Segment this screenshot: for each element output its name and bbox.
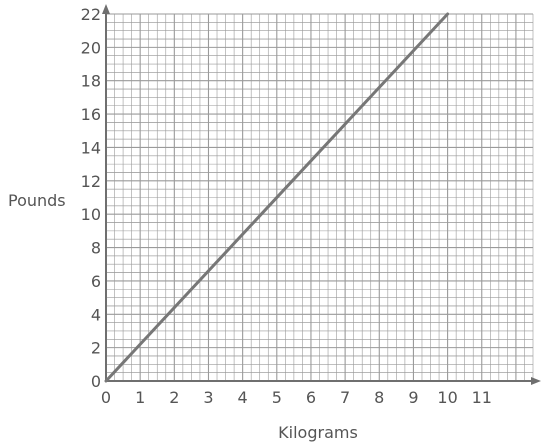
y-tick-label: 4 bbox=[91, 305, 101, 324]
x-tick-label: 8 bbox=[374, 388, 384, 407]
y-tick-label: 8 bbox=[91, 239, 101, 258]
axes bbox=[102, 4, 541, 385]
x-tick-label: 9 bbox=[408, 388, 418, 407]
x-tick-label: 6 bbox=[306, 388, 316, 407]
x-tick-label: 7 bbox=[340, 388, 350, 407]
y-axis-arrow bbox=[102, 4, 110, 14]
x-axis-title: Kilograms bbox=[278, 423, 358, 442]
x-axis-arrow bbox=[531, 377, 541, 385]
x-tick-labels: 0 1 2 3 4 5 6 7 8 9 10 11 bbox=[101, 388, 492, 407]
x-tick-label: 4 bbox=[238, 388, 248, 407]
x-tick-label: 3 bbox=[203, 388, 213, 407]
x-tick-label: 1 bbox=[135, 388, 145, 407]
x-tick-label: 10 bbox=[437, 388, 457, 407]
y-tick-label: 14 bbox=[81, 138, 101, 157]
y-tick-label: 2 bbox=[91, 339, 101, 358]
series-layer bbox=[104, 12, 450, 383]
y-tick-label: 12 bbox=[81, 172, 101, 191]
x-tick-label: 11 bbox=[472, 388, 492, 407]
y-tick-label: 18 bbox=[81, 72, 101, 91]
x-tick-label: 5 bbox=[272, 388, 282, 407]
x-tick-label: 2 bbox=[169, 388, 179, 407]
y-tick-labels: 0 2 4 6 8 10 12 14 16 18 20 22 bbox=[81, 5, 101, 391]
y-tick-label: 6 bbox=[91, 272, 101, 291]
y-tick-label: 10 bbox=[81, 205, 101, 224]
grid bbox=[106, 13, 534, 381]
y-tick-label: 22 bbox=[81, 5, 101, 24]
x-tick-label: 0 bbox=[101, 388, 111, 407]
y-tick-label: 16 bbox=[81, 105, 101, 124]
y-tick-label: 20 bbox=[81, 38, 101, 57]
y-axis-title: Pounds bbox=[8, 191, 66, 210]
y-tick-label: 0 bbox=[91, 372, 101, 391]
series-line-0 bbox=[104, 12, 450, 383]
